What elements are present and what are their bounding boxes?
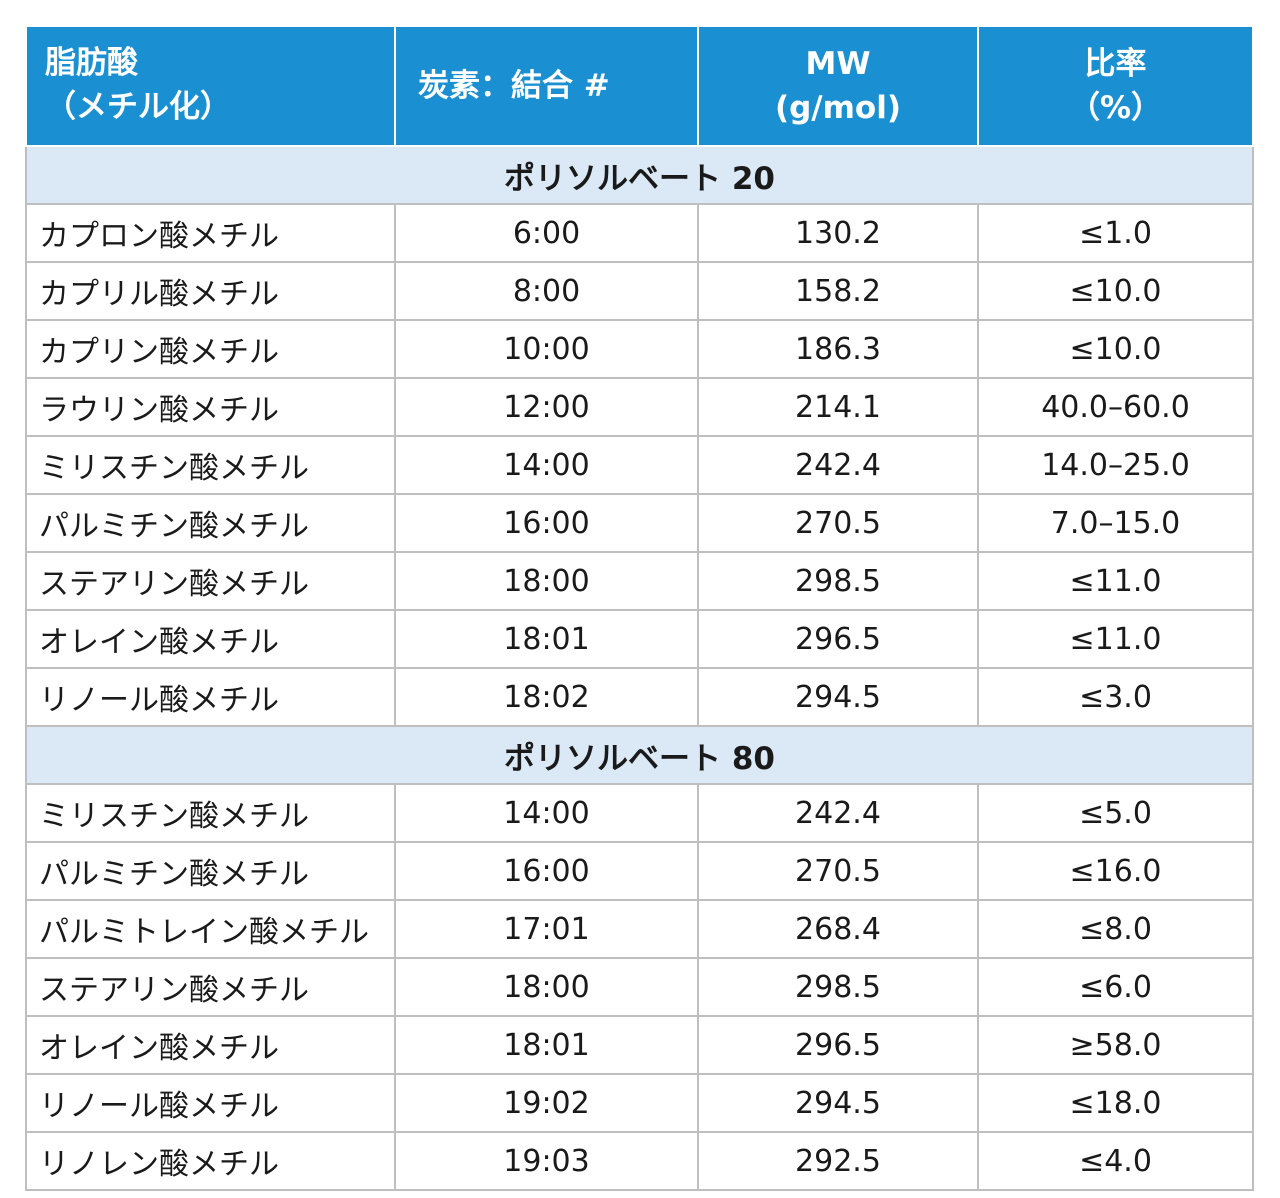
ratio-cell: 40.0–60.0 (977, 377, 1254, 437)
ratio-cell: 14.0–25.0 (977, 435, 1254, 495)
mw-cell: 294.5 (697, 1073, 979, 1133)
table-row: パルミチン酸メチル 16:00 270.5 ≤16.0 (25, 841, 1254, 901)
group-title: ポリソルベート 80 (25, 725, 1254, 785)
fatty-acid-name-cell: オレイン酸メチル (25, 609, 396, 669)
ratio-cell: ≤4.0 (977, 1131, 1254, 1191)
header-mw-label: MW (805, 46, 871, 82)
ratio-cell: ≤11.0 (977, 551, 1254, 611)
table-row: パルミチン酸メチル 16:00 270.5 7.0–15.0 (25, 493, 1254, 553)
table-row: ミリスチン酸メチル 14:00 242.4 14.0–25.0 (25, 435, 1254, 495)
header-carbon-bond: 炭素：結合 # (394, 25, 699, 147)
carbon-bond-cell: 16:00 (394, 493, 699, 553)
carbon-bond-cell: 18:00 (394, 957, 699, 1017)
mw-cell: 294.5 (697, 667, 979, 727)
ratio-cell: ≤1.0 (977, 203, 1254, 263)
ratio-cell: ≤3.0 (977, 667, 1254, 727)
carbon-bond-cell: 12:00 (394, 377, 699, 437)
header-ratio-label: 比率 (1084, 46, 1147, 82)
table-row: オレイン酸メチル 18:01 296.5 ≤11.0 (25, 609, 1254, 669)
carbon-bond-cell: 18:02 (394, 667, 699, 727)
header-fatty-acid-label: 脂肪酸 (45, 45, 138, 81)
fatty-acid-name-cell: パルミトレイン酸メチル (25, 899, 396, 959)
table-row: ラウリン酸メチル 12:00 214.1 40.0–60.0 (25, 377, 1254, 437)
mw-cell: 158.2 (697, 261, 979, 321)
carbon-bond-cell: 18:01 (394, 1015, 699, 1075)
carbon-bond-cell: 19:03 (394, 1131, 699, 1191)
carbon-bond-cell: 8:00 (394, 261, 699, 321)
ratio-cell: ≥58.0 (977, 1015, 1254, 1075)
fatty-acid-name-cell: パルミチン酸メチル (25, 841, 396, 901)
mw-cell: 296.5 (697, 609, 979, 669)
carbon-bond-cell: 10:00 (394, 319, 699, 379)
mw-cell: 298.5 (697, 551, 979, 611)
table-body: ポリソルベート 20 カプロン酸メチル 6:00 130.2 ≤1.0 カプリル酸メチル 8… (25, 145, 1254, 1191)
fatty-acid-name-cell: ラウリン酸メチル (25, 377, 396, 437)
carbon-bond-cell: 19:02 (394, 1073, 699, 1133)
table-row: オレイン酸メチル 18:01 296.5 ≥58.0 (25, 1015, 1254, 1075)
carbon-bond-cell: 16:00 (394, 841, 699, 901)
header-mw: MW (g/mol) (697, 25, 979, 147)
fatty-acid-table: 脂肪酸 （メチル化） 炭素：結合 # MW (g/mol) 比率 （%） ポリソ… (25, 25, 1254, 1191)
fatty-acid-name-cell: オレイン酸メチル (25, 1015, 396, 1075)
header-carbon-bond-label: 炭素：結合 # (418, 68, 610, 104)
fatty-acid-name-cell: ミリスチン酸メチル (25, 783, 396, 843)
ratio-cell: ≤10.0 (977, 261, 1254, 321)
header-row: 脂肪酸 （メチル化） 炭素：結合 # MW (g/mol) 比率 （%） (25, 25, 1254, 147)
table-row: カプリン酸メチル 10:00 186.3 ≤10.0 (25, 319, 1254, 379)
ratio-cell: 7.0–15.0 (977, 493, 1254, 553)
header-mw-unit: (g/mol) (774, 90, 902, 126)
ratio-cell: ≤5.0 (977, 783, 1254, 843)
table-row: カプロン酸メチル 6:00 130.2 ≤1.0 (25, 203, 1254, 263)
mw-cell: 214.1 (697, 377, 979, 437)
group-title: ポリソルベート 20 (25, 145, 1254, 205)
fatty-acid-name-cell: リノレン酸メチル (25, 1131, 396, 1191)
mw-cell: 130.2 (697, 203, 979, 263)
table-row: ステアリン酸メチル 18:00 298.5 ≤6.0 (25, 957, 1254, 1017)
ratio-cell: ≤18.0 (977, 1073, 1254, 1133)
table-row: カプリル酸メチル 8:00 158.2 ≤10.0 (25, 261, 1254, 321)
mw-cell: 296.5 (697, 1015, 979, 1075)
header-fatty-acid: 脂肪酸 （メチル化） (25, 25, 396, 147)
fatty-acid-name-cell: リノール酸メチル (25, 667, 396, 727)
fatty-acid-name-cell: カプリル酸メチル (25, 261, 396, 321)
header-ratio-unit: （%） (1068, 90, 1163, 126)
fatty-acid-name-cell: リノール酸メチル (25, 1073, 396, 1133)
carbon-bond-cell: 18:01 (394, 609, 699, 669)
fatty-acid-name-cell: ステアリン酸メチル (25, 551, 396, 611)
carbon-bond-cell: 14:00 (394, 783, 699, 843)
mw-cell: 298.5 (697, 957, 979, 1017)
table-row: ミリスチン酸メチル 14:00 242.4 ≤5.0 (25, 783, 1254, 843)
fatty-acid-name-cell: カプリン酸メチル (25, 319, 396, 379)
mw-cell: 270.5 (697, 493, 979, 553)
mw-cell: 186.3 (697, 319, 979, 379)
fatty-acid-name-cell: ミリスチン酸メチル (25, 435, 396, 495)
carbon-bond-cell: 14:00 (394, 435, 699, 495)
fatty-acid-name-cell: カプロン酸メチル (25, 203, 396, 263)
fatty-acid-name-cell: ステアリン酸メチル (25, 957, 396, 1017)
ratio-cell: ≤8.0 (977, 899, 1254, 959)
ratio-cell: ≤10.0 (977, 319, 1254, 379)
carbon-bond-cell: 18:00 (394, 551, 699, 611)
fatty-acid-name-cell: パルミチン酸メチル (25, 493, 396, 553)
mw-cell: 242.4 (697, 783, 979, 843)
header-ratio: 比率 （%） (977, 25, 1254, 147)
table-row: リノール酸メチル 19:02 294.5 ≤18.0 (25, 1073, 1254, 1133)
ratio-cell: ≤16.0 (977, 841, 1254, 901)
carbon-bond-cell: 6:00 (394, 203, 699, 263)
ratio-cell: ≤11.0 (977, 609, 1254, 669)
table-header: 脂肪酸 （メチル化） 炭素：結合 # MW (g/mol) 比率 （%） (25, 25, 1254, 147)
group-header-row: ポリソルベート 20 (25, 145, 1254, 205)
table-row: リノレン酸メチル 19:03 292.5 ≤4.0 (25, 1131, 1254, 1191)
mw-cell: 270.5 (697, 841, 979, 901)
group-header-row: ポリソルベート 80 (25, 725, 1254, 785)
header-fatty-acid-sublabel: （メチル化） (45, 89, 231, 125)
table-row: パルミトレイン酸メチル 17:01 268.4 ≤8.0 (25, 899, 1254, 959)
carbon-bond-cell: 17:01 (394, 899, 699, 959)
table-row: リノール酸メチル 18:02 294.5 ≤3.0 (25, 667, 1254, 727)
mw-cell: 268.4 (697, 899, 979, 959)
ratio-cell: ≤6.0 (977, 957, 1254, 1017)
mw-cell: 292.5 (697, 1131, 979, 1191)
mw-cell: 242.4 (697, 435, 979, 495)
table-row: ステアリン酸メチル 18:00 298.5 ≤11.0 (25, 551, 1254, 611)
